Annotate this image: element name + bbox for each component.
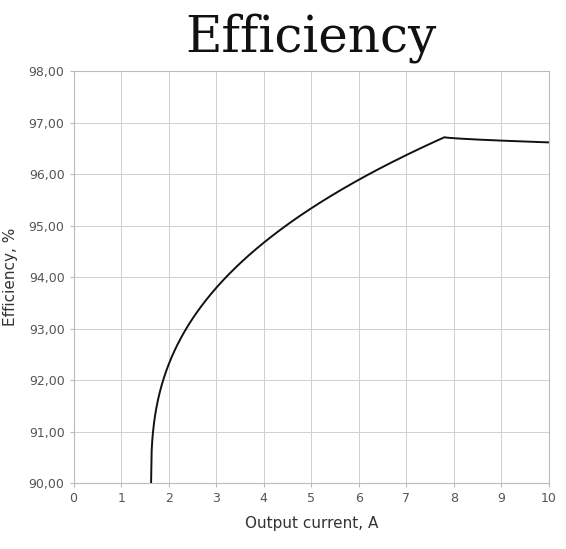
Title: Efficiency: Efficiency: [186, 14, 437, 64]
X-axis label: Output current, A: Output current, A: [245, 516, 378, 531]
Y-axis label: Efficiency, %: Efficiency, %: [3, 228, 18, 327]
